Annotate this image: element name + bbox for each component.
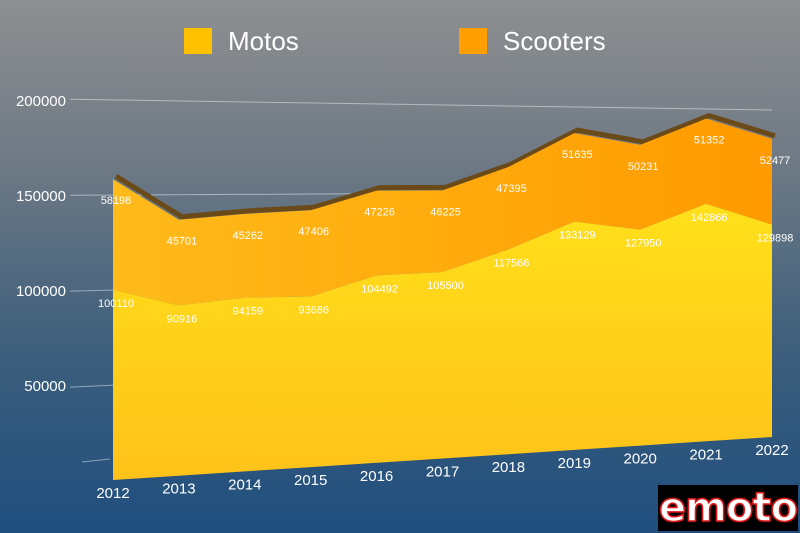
x-tick-label: 2017: [426, 464, 459, 481]
area-motos: [113, 203, 772, 480]
area-scooters: [113, 118, 772, 306]
gridline-0: [69, 98, 773, 111]
data-label-motos: 104492: [361, 283, 398, 295]
x-axis-ticks: 2012 2013 2014 2015 2016 2017 2018 2019 2020 2021…: [96, 442, 788, 502]
y-tick-label: 150000: [16, 188, 66, 205]
x-tick-label: 2014: [228, 476, 261, 493]
data-label-motos: 142866: [691, 212, 728, 224]
data-label-motos: 133129: [559, 230, 596, 242]
areas: [113, 113, 776, 480]
data-label-scooters: 51352: [694, 135, 725, 147]
data-label-scooters: 46225: [430, 206, 461, 218]
data-label-scooters: 58198: [101, 195, 132, 207]
data-label-scooters: 52477: [760, 155, 791, 167]
x-tick-label: 2016: [360, 468, 393, 485]
data-label-scooters: 47226: [364, 207, 395, 219]
legend: Motos Scooters: [184, 26, 606, 56]
x-tick-label: 2015: [294, 472, 327, 489]
data-label-motos: 129898: [757, 233, 794, 245]
x-tick-label: 2012: [96, 485, 129, 502]
data-label-motos: 100110: [98, 298, 134, 310]
y-tick-label: 200000: [16, 93, 66, 110]
data-label-motos: 105500: [427, 280, 464, 292]
scooters-area-shadow: [114, 113, 776, 220]
data-label-motos: 127950: [625, 238, 662, 250]
x-tick-label: 2020: [624, 451, 657, 468]
data-label-scooters: 45701: [167, 236, 198, 248]
emoto-logo: emoto: [658, 485, 799, 531]
x-tick-label: 2019: [558, 455, 591, 472]
legend-swatch-motos: [184, 28, 212, 54]
data-label-motos: 90916: [167, 313, 198, 325]
data-label-motos: 93686: [298, 305, 329, 317]
x-tick-label: 2018: [492, 459, 525, 476]
y-tick-label: 50000: [24, 378, 66, 395]
legend-label-scooters: Scooters: [503, 26, 606, 56]
x-tick-label: 2022: [755, 442, 788, 459]
y-tick-label: 100000: [16, 283, 66, 300]
logo-text: emoto: [658, 485, 798, 531]
legend-swatch-scooters: [459, 28, 487, 54]
data-label-scooters: 47406: [298, 226, 329, 238]
legend-label-motos: Motos: [228, 26, 299, 56]
data-labels: 100110 58198 90916 45701 94159 45262 93686 4740…: [98, 135, 793, 326]
y-axis-ticks: 200000 150000 100000 50000: [16, 93, 66, 395]
gridline-zero: [81, 458, 111, 463]
data-label-scooters: 45262: [233, 230, 264, 242]
data-label-motos: 117566: [493, 258, 529, 270]
x-tick-label: 2021: [689, 446, 722, 463]
x-tick-label: 2013: [162, 481, 195, 498]
data-label-scooters: 50231: [628, 161, 659, 173]
data-label-scooters: 47395: [496, 183, 527, 195]
data-label-scooters: 51635: [562, 149, 593, 161]
data-label-motos: 94159: [233, 305, 264, 317]
